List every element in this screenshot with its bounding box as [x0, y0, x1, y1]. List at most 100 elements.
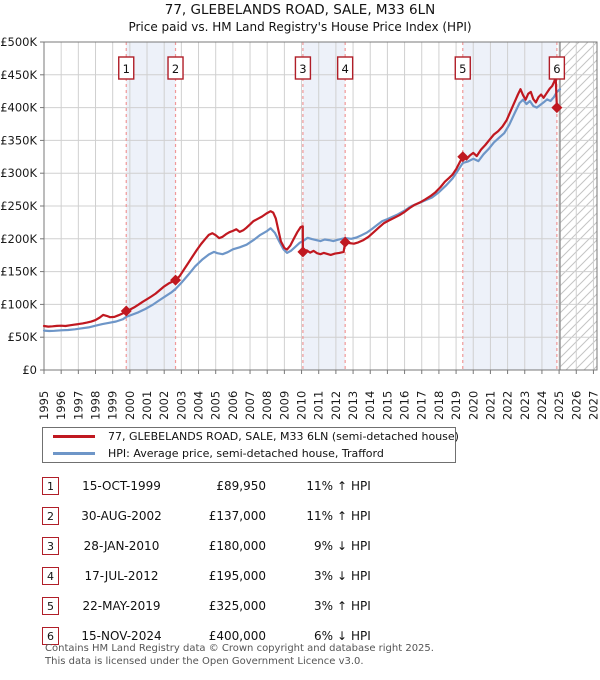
- row-number-badge: 1: [42, 477, 59, 495]
- legend-label: HPI: Average price, semi-detached house,…: [108, 447, 384, 460]
- page-title: 77, GLEBELANDS ROAD, SALE, M33 6LN: [164, 2, 436, 18]
- sale-price: £137,000: [208, 509, 266, 523]
- chart-legend: 77, GLEBELANDS ROAD, SALE, M33 6LN (semi…: [42, 427, 459, 463]
- svg-text:2005: 2005: [209, 391, 223, 420]
- svg-text:1995: 1995: [37, 391, 51, 420]
- svg-text:2000: 2000: [123, 391, 137, 420]
- hpi-delta-pct: 3%: [313, 569, 333, 583]
- table-row: 1 15-OCT-1999 £89,950 11% ↑ HPI: [42, 471, 562, 501]
- svg-text:£500K: £500K: [0, 35, 37, 49]
- legend-label: 77, GLEBELANDS ROAD, SALE, M33 6LN (semi…: [108, 430, 459, 443]
- svg-text:£300K: £300K: [0, 166, 37, 180]
- svg-text:4: 4: [341, 62, 348, 76]
- hpi-direction-arrow-icon: ↓: [336, 629, 348, 643]
- hpi-label: HPI: [351, 479, 371, 493]
- svg-text:2024: 2024: [535, 391, 549, 420]
- legend-item-property: 77, GLEBELANDS ROAD, SALE, M33 6LN (semi…: [43, 430, 459, 444]
- svg-text:£50K: £50K: [8, 330, 38, 344]
- svg-text:1996: 1996: [54, 391, 68, 420]
- svg-text:£400K: £400K: [0, 101, 37, 115]
- svg-text:2020: 2020: [466, 391, 480, 420]
- svg-text:2025: 2025: [552, 391, 566, 420]
- row-number-badge: 2: [42, 507, 59, 525]
- sale-price: £195,000: [208, 569, 266, 583]
- price-history-chart: £0 £50K £100K £150K £200K £250K £300K £350K £400…: [0, 35, 600, 420]
- hpi-delta-pct: 3%: [313, 599, 333, 613]
- sale-date: 15-NOV-2024: [81, 629, 162, 643]
- table-row: 3 28-JAN-2010 £180,000 9% ↓ HPI: [42, 531, 562, 561]
- hpi-direction-arrow-icon: ↓: [336, 569, 348, 583]
- svg-text:2027: 2027: [586, 391, 600, 420]
- svg-text:2013: 2013: [346, 391, 360, 420]
- svg-text:2006: 2006: [226, 391, 240, 420]
- hpi-label: HPI: [351, 539, 371, 553]
- sale-price: £325,000: [208, 599, 266, 613]
- sale-date: 30-AUG-2002: [81, 509, 162, 523]
- svg-text:2007: 2007: [243, 391, 257, 420]
- svg-text:2: 2: [172, 62, 179, 76]
- svg-text:2015: 2015: [380, 391, 394, 420]
- page-subtitle: Price paid vs. HM Land Registry's House …: [128, 20, 472, 34]
- blue-line-swatch: [53, 452, 95, 455]
- svg-text:2019: 2019: [449, 391, 463, 420]
- svg-text:2017: 2017: [415, 391, 429, 420]
- svg-text:2009: 2009: [277, 391, 291, 420]
- svg-text:5: 5: [459, 62, 466, 76]
- sale-price: £400,000: [208, 629, 266, 643]
- svg-text:1: 1: [123, 62, 130, 76]
- svg-text:£150K: £150K: [0, 265, 37, 279]
- svg-text:2011: 2011: [312, 391, 326, 420]
- hpi-label: HPI: [351, 599, 371, 613]
- sale-date: 17-JUL-2012: [84, 569, 159, 583]
- svg-text:1998: 1998: [89, 391, 103, 420]
- svg-text:1999: 1999: [106, 391, 120, 420]
- svg-text:6: 6: [553, 62, 560, 76]
- sale-date: 15-OCT-1999: [82, 479, 161, 493]
- svg-text:3: 3: [299, 62, 306, 76]
- svg-text:1997: 1997: [71, 391, 85, 420]
- svg-text:£250K: £250K: [0, 199, 37, 213]
- sale-date: 28-JAN-2010: [83, 539, 160, 553]
- hpi-label: HPI: [351, 629, 371, 643]
- svg-text:2018: 2018: [432, 391, 446, 420]
- transactions-table: 1 15-OCT-1999 £89,950 11% ↑ HPI 2 30-AUG…: [42, 471, 562, 651]
- hpi-direction-arrow-icon: ↓: [336, 539, 348, 553]
- legend-item-hpi: HPI: Average price, semi-detached house,…: [43, 447, 455, 461]
- svg-text:2010: 2010: [295, 391, 309, 420]
- table-row: 4 17-JUL-2012 £195,000 3% ↓ HPI: [42, 561, 562, 591]
- hpi-direction-arrow-icon: ↑: [336, 509, 348, 523]
- row-number-badge: 5: [42, 597, 59, 615]
- svg-text:2003: 2003: [174, 391, 188, 420]
- hpi-delta-pct: 11%: [306, 509, 333, 523]
- row-number-badge: 3: [42, 537, 59, 555]
- svg-text:2026: 2026: [569, 391, 583, 420]
- svg-text:£0: £0: [22, 363, 37, 377]
- sale-price: £180,000: [208, 539, 266, 553]
- hpi-delta-pct: 11%: [306, 479, 333, 493]
- svg-text:£100K: £100K: [0, 297, 37, 311]
- hpi-delta-pct: 9%: [313, 539, 333, 553]
- license-footer: Contains HM Land Registry data © Crown c…: [45, 643, 434, 668]
- footer-line-2: This data is licensed under the Open Gov…: [45, 655, 364, 667]
- sale-date: 22-MAY-2019: [82, 599, 161, 613]
- row-number-badge: 6: [42, 627, 59, 645]
- svg-text:2016: 2016: [398, 391, 412, 420]
- svg-text:2014: 2014: [363, 391, 377, 420]
- svg-text:2021: 2021: [483, 391, 497, 420]
- hpi-delta-pct: 6%: [313, 629, 333, 643]
- svg-text:2023: 2023: [518, 391, 532, 420]
- svg-text:2022: 2022: [501, 391, 515, 420]
- hpi-label: HPI: [351, 509, 371, 523]
- red-line-swatch: [53, 435, 95, 438]
- table-row: 2 30-AUG-2002 £137,000 11% ↑ HPI: [42, 501, 562, 531]
- row-number-badge: 4: [42, 567, 59, 585]
- hpi-label: HPI: [351, 569, 371, 583]
- svg-text:2012: 2012: [329, 391, 343, 420]
- svg-text:2001: 2001: [140, 391, 154, 420]
- footer-line-1: Contains HM Land Registry data © Crown c…: [45, 643, 434, 654]
- hpi-direction-arrow-icon: ↑: [336, 479, 348, 493]
- sale-price: £89,950: [216, 479, 266, 493]
- svg-text:2004: 2004: [192, 391, 206, 420]
- svg-text:2008: 2008: [260, 391, 274, 420]
- table-row: 5 22-MAY-2019 £325,000 3% ↑ HPI: [42, 591, 562, 621]
